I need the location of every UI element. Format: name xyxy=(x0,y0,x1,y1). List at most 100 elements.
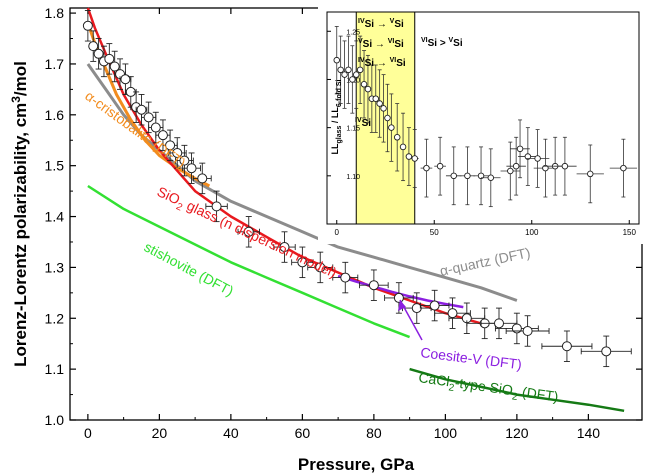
y-axis-label: Lorenz-Lorentz polarizability, cm3/mol xyxy=(9,61,30,367)
main-data-point xyxy=(175,144,194,177)
inset-y-axis-label: LLglass / LL6-fold Si xyxy=(330,79,343,154)
label-cacl2: CaCl2-type SiO2 (DFT) xyxy=(417,369,559,408)
inset-data-point xyxy=(510,119,530,179)
inset-data-point xyxy=(576,144,604,204)
main-y-tick-label: 1.5 xyxy=(45,158,65,174)
main-x-tick-label: 140 xyxy=(577,425,601,441)
main-y-tick-label: 1.0 xyxy=(45,412,65,428)
main-data-point xyxy=(237,216,260,248)
main-y-tick-label: 1.7 xyxy=(45,56,65,72)
inset-label-transition-2: VSi → VISi xyxy=(358,38,404,50)
main-data-point xyxy=(273,231,296,263)
curve-stishovite xyxy=(87,184,411,339)
main-data-points xyxy=(82,10,632,368)
inset-y-tick-label: 1.15 xyxy=(346,126,360,133)
main-y-tick-label: 1.3 xyxy=(45,259,65,275)
inset-x-tick-label: 150 xyxy=(623,228,637,237)
inset-data-point xyxy=(337,35,344,104)
label-quartz: α-quartz (DFT) xyxy=(438,244,531,279)
main-x-tick-label: 100 xyxy=(434,425,458,441)
main-data-point xyxy=(119,63,132,95)
main-data-point xyxy=(307,251,334,284)
coesite-arrowhead xyxy=(398,300,406,311)
main-y-tick-label: 1.2 xyxy=(45,310,65,326)
inset-data-point xyxy=(388,93,395,162)
inset-data-point xyxy=(372,64,380,133)
inset-data-point xyxy=(410,129,419,188)
main-data-point xyxy=(580,335,632,368)
label-cristobalite: α-cristobalite (DFT) xyxy=(82,87,189,171)
inset-data-point xyxy=(341,40,348,109)
inset-data-point xyxy=(393,103,401,172)
main-ticks: 0 20 40 60 80 100 120 140 1.0 1.1 1.2 1.3 1.4 1.5 1.6 1… xyxy=(45,5,642,441)
main-data-point xyxy=(205,190,228,223)
inset-data-points xyxy=(333,26,638,208)
x-axis-label: Pressure, GPa xyxy=(298,455,415,474)
label-coesite: Coesite-V (DFT) xyxy=(420,344,523,372)
main-data-point xyxy=(480,307,518,340)
inset-data-point xyxy=(525,129,550,188)
inset-label-ivsi: IVSi xyxy=(355,117,371,129)
main-data-point xyxy=(402,292,432,324)
main-data-point xyxy=(192,162,212,195)
main-y-tick-label: 1.8 xyxy=(45,5,65,21)
main-y-tick-label: 1.4 xyxy=(45,209,65,225)
main-x-tick-label: 0 xyxy=(84,425,92,441)
inset-data-point xyxy=(384,83,391,153)
curve-cacl2 xyxy=(409,367,625,413)
main-data-point xyxy=(167,137,187,169)
main-data-point xyxy=(104,43,115,75)
main-x-tick-label: 80 xyxy=(366,425,382,441)
inset-data-point xyxy=(364,54,372,124)
inset-data-point xyxy=(434,136,446,196)
inset-x-tick-label: 0 xyxy=(335,228,340,237)
inset-data-point xyxy=(445,146,462,206)
inset-data-point xyxy=(333,26,341,95)
inset-data-point xyxy=(506,136,526,196)
main-y-tick-label: 1.6 xyxy=(45,107,65,123)
main-x-tick-label: 40 xyxy=(223,425,239,441)
main-x-tick-label: 20 xyxy=(152,425,168,441)
inset-x-tick-label: 100 xyxy=(525,228,539,237)
main-curves xyxy=(86,7,625,413)
inset-data-point xyxy=(360,50,368,119)
inset-data-point xyxy=(353,40,360,109)
main-data-point xyxy=(82,10,93,42)
curve-quartz xyxy=(86,63,518,302)
label-stishovite: stishovite (DFT) xyxy=(142,239,237,300)
inset-plot-frame xyxy=(326,11,640,225)
main-data-point xyxy=(359,269,389,301)
main-data-point xyxy=(541,330,593,362)
inset-y-tick-label: 1.25 xyxy=(346,29,360,36)
inset-label-vi-gt-v: VISi > VSi xyxy=(421,37,463,49)
inset-data-point xyxy=(518,127,538,186)
inset-data-point xyxy=(345,35,352,104)
curve-glass-model xyxy=(86,7,489,327)
inset-data-point xyxy=(609,138,638,198)
main-x-tick-label: 120 xyxy=(505,425,529,441)
main-data-point xyxy=(419,289,450,322)
inset-data-point xyxy=(553,136,577,196)
inset-data-point xyxy=(399,112,407,182)
main-data-point xyxy=(182,152,201,184)
inset-data-point xyxy=(533,138,558,198)
inset-data-point xyxy=(405,127,413,186)
main-data-point xyxy=(93,38,104,70)
main-y-tick-label: 1.1 xyxy=(45,361,65,377)
inset-y-tick-label: 1.10 xyxy=(346,174,360,181)
main-x-tick-label: 60 xyxy=(295,425,311,441)
inset-label-transition-3: IVSi → VISi xyxy=(358,57,406,69)
main-data-point xyxy=(332,261,359,294)
main-data-point xyxy=(384,282,414,314)
main-data-point xyxy=(135,94,148,126)
inset-data-point xyxy=(481,148,501,208)
inset-data-point xyxy=(473,146,489,206)
inset-data-point xyxy=(349,45,356,114)
main-data-point xyxy=(448,302,486,334)
main-data-point xyxy=(434,297,471,329)
main-data-point xyxy=(505,315,550,347)
inset-data-point xyxy=(459,146,476,206)
main-data-point xyxy=(88,30,99,62)
inset-data-point xyxy=(420,138,433,198)
